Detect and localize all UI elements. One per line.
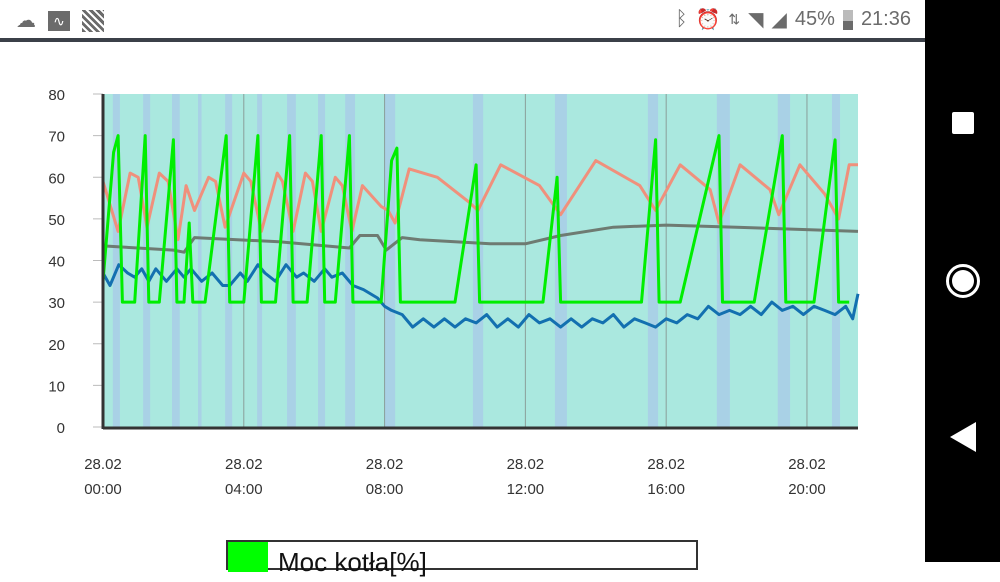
battery-icon (842, 9, 853, 30)
navigation-bar (925, 0, 1000, 562)
legend: Moc kotła[%] (226, 540, 698, 577)
legend-swatch (228, 542, 268, 572)
battery-text: 45% (794, 8, 835, 30)
alarm-icon: ⏰ (695, 9, 721, 31)
x-tick-date: 28.02 (788, 456, 826, 473)
back-triangle-icon (949, 422, 976, 452)
x-tick-time: 08:00 (366, 481, 404, 498)
y-tick-label: 30 (48, 295, 65, 312)
status-bar: ☁ ∿ ᛒ ⏰ ⇅ ◥ ◢ 45% 21:36 (0, 0, 925, 38)
data-arrows-icon: ⇅ (728, 11, 741, 27)
band (831, 94, 841, 427)
band (318, 94, 326, 427)
chart: 28.02 00:00 28.02 04:00 28.02 08:00 28.02 12:00… (48, 87, 860, 498)
x-tick-time: 16:00 (647, 481, 685, 498)
series-line-series-3 (102, 223, 859, 254)
series-line-series-2 (101, 159, 858, 242)
x-tick-date: 28.02 (225, 456, 263, 473)
x-tick-date: 28.02 (84, 456, 122, 473)
band (345, 94, 356, 427)
x-tick-date: 28.02 (507, 456, 545, 473)
x-tick-time: 04:00 (225, 481, 263, 498)
home-button[interactable] (925, 264, 1000, 298)
x-tick-time: 00:00 (84, 481, 122, 498)
y-tick-label: 60 (48, 170, 65, 187)
clock: 21:36 (860, 8, 911, 30)
cloud-icon: ☁ (16, 10, 36, 32)
x-tick-date: 28.02 (647, 456, 685, 473)
home-circle-icon (945, 264, 980, 298)
y-tick-label: 40 (48, 254, 65, 271)
band (112, 94, 120, 427)
x-tick-date: 28.02 (366, 456, 404, 473)
y-tick-label: 80 (48, 87, 65, 104)
y-tick-label: 20 (48, 337, 65, 354)
y-tick-label: 0 (57, 420, 65, 437)
activity-monitor-icon: ∿ (48, 10, 70, 31)
y-tick-label: 70 (48, 129, 65, 146)
back-button[interactable] (925, 422, 1000, 452)
series-line-moc-kot-a- (101, 134, 850, 304)
wifi-icon: ◥ (748, 9, 764, 31)
y-tick-label: 10 (48, 378, 65, 395)
recents-square-icon (951, 112, 974, 134)
divider (0, 38, 925, 42)
app-icon (82, 9, 104, 32)
series-line-series-4 (101, 263, 860, 329)
x-tick-time: 20:00 (788, 481, 826, 498)
band (647, 94, 659, 427)
signal-icon: ◢ (771, 9, 787, 31)
band (198, 94, 202, 427)
bluetooth-icon: ᛒ (675, 8, 688, 30)
legend-label: Moc kotła[%] (278, 547, 427, 577)
x-tick-time: 12:00 (507, 481, 545, 498)
y-tick-label: 50 (48, 212, 65, 229)
band (384, 94, 396, 427)
recents-button[interactable] (925, 112, 1000, 134)
